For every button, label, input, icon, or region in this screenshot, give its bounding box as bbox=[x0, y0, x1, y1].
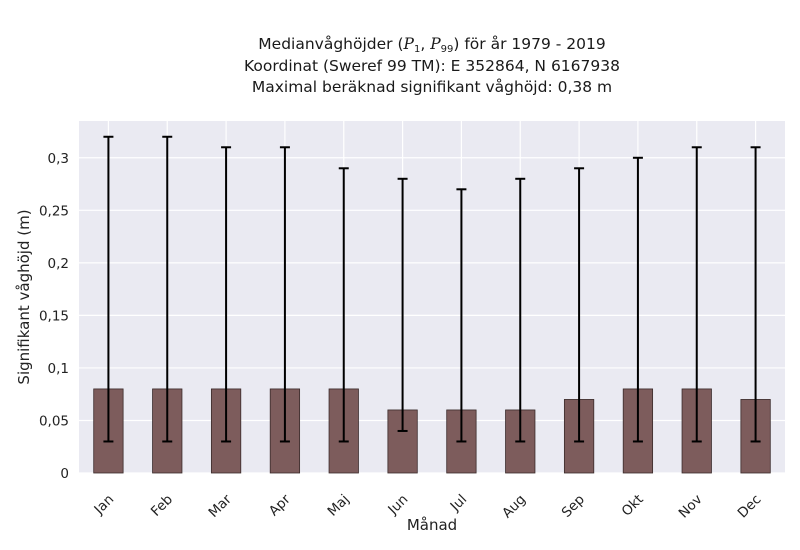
x-tick-label: Dec bbox=[735, 492, 765, 522]
bar-jun bbox=[387, 409, 418, 474]
plot-area bbox=[79, 121, 785, 473]
x-tick-label: Jun bbox=[384, 492, 411, 519]
y-tick-label: 0,3 bbox=[48, 151, 69, 167]
x-axis-label: Månad bbox=[407, 516, 457, 534]
y-tick-label: 0,25 bbox=[39, 203, 69, 219]
x-tick-label: Mar bbox=[206, 491, 236, 521]
y-tick-label: 0,05 bbox=[39, 413, 69, 429]
chart-title: Medianvåghöjder (P1, P99) för år 1979 - … bbox=[0, 34, 800, 99]
x-tick-label: Sep bbox=[559, 492, 588, 521]
error-bars bbox=[103, 135, 761, 443]
x-tick-label: Nov bbox=[676, 492, 706, 522]
x-tick-label: Jul bbox=[447, 492, 471, 516]
x-tick-label: Jan bbox=[91, 492, 118, 519]
x-tick-label: Okt bbox=[619, 492, 647, 520]
y-tick-label: 0,1 bbox=[48, 361, 69, 377]
x-tick-label: Apr bbox=[266, 491, 294, 519]
title-line-2: Koordinat (Sweref 99 TM): E 352864, N 61… bbox=[244, 56, 620, 75]
title-line-3: Maximal beräknad signifikant våghöjd: 0,… bbox=[251, 78, 613, 96]
y-axis-label: Signifikant våghöjd (m) bbox=[15, 209, 33, 384]
y-tick-label: 0,2 bbox=[48, 256, 69, 272]
x-tick-label: Maj bbox=[325, 492, 353, 520]
x-tick-label: Aug bbox=[499, 492, 529, 522]
y-tick-label: 0,15 bbox=[39, 308, 69, 324]
y-tick-label: 0 bbox=[60, 466, 69, 482]
x-tick-label: Feb bbox=[148, 492, 176, 520]
y-axis-ticks: 0 0,05 0,1 0,15 0,2 0,25 0,3 bbox=[39, 151, 69, 482]
title-line-1: Medianvåghöjder (P1, P99) för år 1979 - … bbox=[258, 35, 606, 55]
